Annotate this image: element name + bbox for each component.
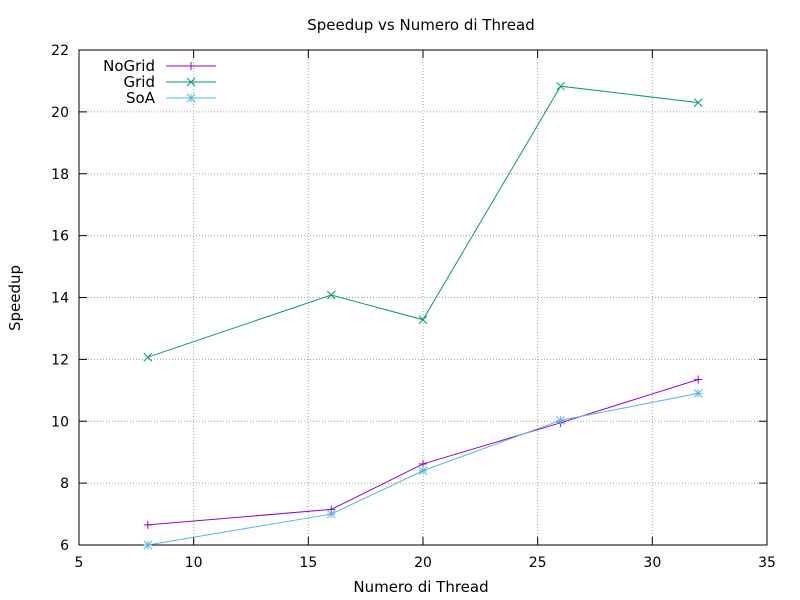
x-tick-label: 20 bbox=[414, 555, 432, 571]
data-point-soa bbox=[326, 509, 336, 519]
data-point-soa bbox=[418, 466, 428, 476]
data-point-soa bbox=[693, 389, 703, 398]
data-point-grid bbox=[693, 98, 703, 107]
x-axis-label: Numero di Thread bbox=[353, 578, 488, 596]
data-point-nogrid bbox=[143, 520, 152, 529]
y-tick-label: 8 bbox=[60, 476, 69, 492]
y-tick-label: 16 bbox=[51, 229, 69, 245]
y-tick-label: 10 bbox=[51, 414, 69, 430]
axis-ticks: 6 8 10 12 14 16 18 20 22 5 10 15 20 25 30 35 bbox=[51, 43, 776, 571]
x-tick-label: 30 bbox=[643, 555, 661, 571]
legend-marker-nogrid bbox=[187, 62, 195, 70]
y-tick-label: 18 bbox=[51, 167, 69, 183]
data-point-grid bbox=[143, 352, 153, 362]
data-point-soa bbox=[143, 540, 153, 550]
y-axis-label: Speedup bbox=[6, 265, 24, 331]
legend-marker-grid bbox=[186, 77, 196, 87]
y-tick-label: 20 bbox=[51, 105, 69, 121]
legend-label-soa: SoA bbox=[126, 89, 156, 107]
chart-title: Speedup vs Numero di Thread bbox=[307, 16, 535, 34]
legend-marker-soa bbox=[186, 93, 196, 103]
y-tick-label: 14 bbox=[51, 291, 69, 307]
x-tick-label: 35 bbox=[758, 555, 776, 571]
data-point-grid bbox=[418, 315, 428, 325]
x-tick-label: 10 bbox=[185, 555, 203, 571]
x-tick-label: 25 bbox=[529, 555, 547, 571]
legend-label-grid: Grid bbox=[124, 73, 155, 91]
x-tick-label: 15 bbox=[299, 555, 317, 571]
data-point-grid bbox=[326, 290, 336, 300]
data-point-nogrid bbox=[694, 375, 703, 384]
data-point-nogrid bbox=[419, 459, 427, 468]
grid-lines bbox=[79, 50, 767, 545]
data-point-grid bbox=[556, 81, 565, 91]
y-tick-label: 6 bbox=[60, 538, 69, 554]
series-layer bbox=[143, 81, 703, 550]
y-tick-label: 12 bbox=[51, 352, 69, 368]
y-tick-label: 22 bbox=[51, 43, 69, 59]
legend-label-nogrid: NoGrid bbox=[103, 57, 155, 75]
data-point-soa bbox=[556, 415, 565, 425]
x-tick-label: 5 bbox=[75, 555, 84, 571]
